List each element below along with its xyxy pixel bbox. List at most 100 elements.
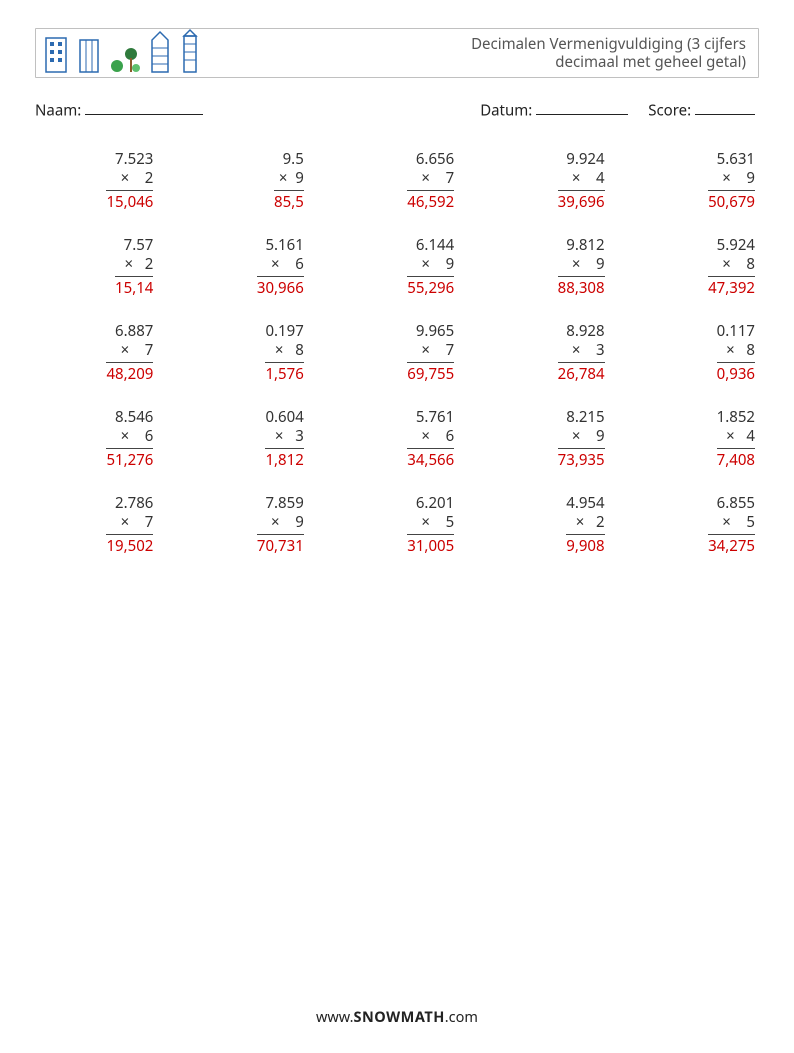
multiplicand: 2.786 [106, 494, 153, 513]
tower-icon [178, 28, 202, 74]
footer: www.SNOWMATH.com [0, 1007, 794, 1027]
multiplier-row: × 8 [265, 341, 303, 360]
answer: 9,908 [566, 537, 604, 556]
answer: 26,784 [558, 365, 605, 384]
problems-grid: 7.523× 215,046 9.5× 985,5 6.656× 746,592… [35, 150, 759, 556]
footer-prefix: www. [316, 1007, 354, 1027]
multiplicand: 4.954 [566, 494, 604, 513]
problem: 5.631× 9 50,679 [708, 150, 755, 212]
problem: 9.812× 9 88,308 [558, 236, 605, 298]
multiplicand: 5.631 [708, 150, 755, 169]
answer: 39,696 [558, 193, 605, 212]
multiplier-row: × 2 [566, 513, 604, 532]
multiplicand: 0.197 [265, 322, 303, 341]
multiplicand: 9.965 [407, 322, 454, 341]
answer: 51,276 [106, 451, 153, 470]
answer: 46,592 [407, 193, 454, 212]
problem: 0.197× 81,576 [265, 322, 303, 384]
answer: 85,5 [274, 193, 304, 212]
score-label: Score: [648, 100, 691, 120]
multiplicand: 5.161 [257, 236, 304, 255]
name-blank [85, 100, 203, 115]
multiplier-row: × 4 [717, 427, 755, 446]
multiplier-row: × 2 [106, 169, 153, 188]
problem: 9.5× 9 85,5 [274, 150, 304, 212]
answer: 30,966 [257, 279, 304, 298]
multiplier-row: × 6 [106, 427, 153, 446]
multiplicand: 6.855 [708, 494, 755, 513]
building-icon [42, 32, 70, 74]
problem: 6.656× 746,592 [407, 150, 454, 212]
footer-brand: SNOWMATH [354, 1007, 445, 1027]
problem: 9.924× 4 39,696 [558, 150, 605, 212]
multiplier-row: × 9 [558, 255, 605, 274]
problem: 6.887× 748,209 [106, 322, 153, 384]
problem: 8.928× 3 26,784 [558, 322, 605, 384]
multiplier-row: × 7 [407, 169, 454, 188]
answer: 88,308 [558, 279, 605, 298]
multiplicand: 6.887 [106, 322, 153, 341]
multiplicand: 8.215 [558, 408, 605, 427]
problem: 7.57× 215,14 [115, 236, 153, 298]
answer: 47,392 [708, 279, 755, 298]
answer: 31,005 [407, 537, 454, 556]
multiplicand: 7.523 [106, 150, 153, 169]
skyline-icon [42, 32, 202, 74]
answer: 0,936 [717, 365, 755, 384]
problem: 4.954× 2 9,908 [566, 494, 604, 556]
multiplicand: 8.928 [558, 322, 605, 341]
multiplier-row: × 8 [708, 255, 755, 274]
multiplier-row: × 9 [257, 513, 304, 532]
multiplier-row: × 9 [407, 255, 454, 274]
multiplicand: 5.761 [407, 408, 454, 427]
multiplier-row: × 5 [407, 513, 454, 532]
park-icon [108, 44, 142, 74]
multiplicand: 0.604 [265, 408, 303, 427]
multiplicand: 9.924 [558, 150, 605, 169]
worksheet-title: Decimalen Vermenigvuldiging (3 cijfers d… [202, 35, 752, 71]
multiplicand: 9.5 [274, 150, 304, 169]
info-line: Naam: Datum: Score: [35, 100, 759, 120]
multiplicand: 9.812 [558, 236, 605, 255]
score-blank [695, 100, 755, 115]
multiplier-row: × 7 [106, 341, 153, 360]
problem: 6.855× 534,275 [708, 494, 755, 556]
answer: 55,296 [407, 279, 454, 298]
problem: 0.117× 8 0,936 [717, 322, 755, 384]
multiplier-row: × 3 [265, 427, 303, 446]
multiplier-row: × 4 [558, 169, 605, 188]
multiplier-row: × 9 [708, 169, 755, 188]
problem: 6.201× 531,005 [407, 494, 454, 556]
problem: 5.761× 634,566 [407, 408, 454, 470]
problem: 8.215× 9 73,935 [558, 408, 605, 470]
multiplier-row: × 9 [558, 427, 605, 446]
problem: 5.924× 8 47,392 [708, 236, 755, 298]
multiplicand: 0.117 [717, 322, 755, 341]
answer: 73,935 [558, 451, 605, 470]
date-blank [536, 100, 628, 115]
name-label: Naam: [35, 100, 81, 120]
multiplier-row: × 2 [115, 255, 153, 274]
multiplier-row: × 3 [558, 341, 605, 360]
problem: 8.546× 6 51,276 [106, 408, 153, 470]
multiplicand: 6.144 [407, 236, 454, 255]
building-icon [76, 36, 102, 74]
problem: 1.852× 47,408 [717, 408, 755, 470]
multiplier-row: × 7 [106, 513, 153, 532]
problem: 2.786× 7 19,502 [106, 494, 153, 556]
multiplicand: 7.57 [115, 236, 153, 255]
problem: 9.965× 769,755 [407, 322, 454, 384]
answer: 1,812 [265, 451, 303, 470]
multiplicand: 8.546 [106, 408, 153, 427]
answer: 15,046 [106, 193, 153, 212]
problem: 7.859× 970,731 [257, 494, 304, 556]
problem: 7.523× 2 15,046 [106, 150, 153, 212]
answer: 50,679 [708, 193, 755, 212]
multiplier-row: × 8 [717, 341, 755, 360]
answer: 70,731 [257, 537, 304, 556]
footer-suffix: .com [445, 1007, 478, 1027]
multiplier-row: × 9 [274, 169, 304, 188]
problem: 0.604× 3 1,812 [265, 408, 303, 470]
multiplicand: 5.924 [708, 236, 755, 255]
answer: 19,502 [106, 537, 153, 556]
